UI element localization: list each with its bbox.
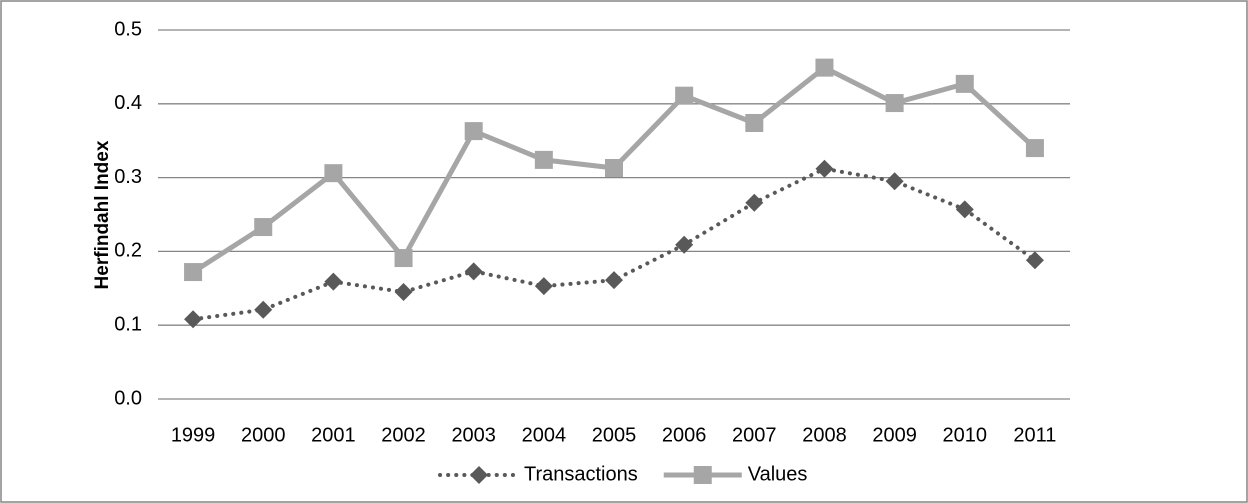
marker	[324, 272, 343, 291]
x-tick-label: 2007	[732, 424, 777, 446]
marker	[745, 113, 764, 132]
x-tick-label: 2009	[872, 424, 917, 446]
marker	[394, 249, 413, 268]
y-tick-label: 0.3	[114, 166, 142, 188]
legend-marker	[470, 466, 488, 484]
x-tick-label: 2006	[662, 424, 707, 446]
y-tick-label: 0.1	[114, 313, 142, 335]
marker	[394, 282, 413, 301]
marker	[955, 200, 974, 219]
y-tick-label: 0.5	[114, 18, 142, 40]
marker	[184, 310, 203, 329]
x-tick-label: 2010	[943, 424, 988, 446]
x-tick-label: 2000	[241, 424, 286, 446]
marker	[815, 159, 834, 178]
marker	[885, 172, 904, 191]
marker	[464, 262, 483, 281]
x-tick-label: 1999	[171, 424, 216, 446]
x-tick-label: 2003	[451, 424, 496, 446]
marker	[745, 193, 764, 212]
x-tick-label: 2004	[522, 424, 567, 446]
y-tick-label: 0.0	[114, 387, 142, 409]
marker	[815, 58, 834, 77]
x-tick-label: 2011	[1013, 424, 1056, 446]
y-tick-label: 0.2	[114, 240, 142, 262]
legend-marker	[693, 466, 712, 484]
marker	[534, 277, 553, 296]
marker	[885, 94, 904, 113]
marker	[1025, 139, 1044, 158]
marker	[324, 164, 343, 183]
marker	[955, 74, 974, 93]
marker	[254, 218, 273, 237]
y-tick-label: 0.4	[114, 92, 142, 114]
marker	[605, 271, 623, 290]
legend-label: Transactions	[524, 463, 638, 485]
marker	[464, 122, 483, 141]
marker	[184, 263, 203, 282]
marker	[534, 150, 553, 169]
x-tick-label: 2008	[802, 424, 847, 446]
marker	[675, 235, 694, 254]
legend-label: Values	[748, 463, 808, 485]
marker	[605, 159, 623, 178]
marker	[1025, 251, 1044, 270]
marker	[675, 86, 694, 105]
x-tick-label: 2002	[381, 424, 426, 446]
marker	[254, 300, 273, 319]
x-tick-label: 2001	[311, 424, 356, 446]
x-tick-label: 2005	[592, 424, 637, 446]
y-axis-label: Herfindahl Index	[92, 140, 113, 289]
